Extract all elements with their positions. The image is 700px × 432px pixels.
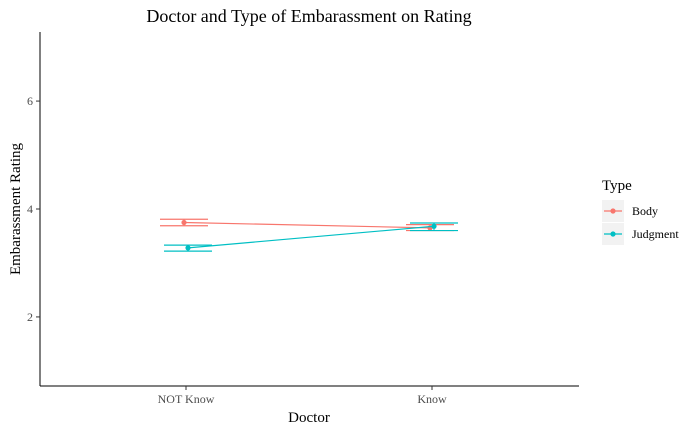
legend-label-judgment: Judgment	[632, 227, 679, 241]
legend-title: Type	[602, 178, 632, 194]
series-line-body	[183, 221, 431, 229]
x-tick-label: NOT Know	[158, 392, 215, 406]
legend-label-body: Body	[632, 204, 658, 218]
legend-key-point	[610, 231, 616, 237]
x-ticks: NOT Know Know	[158, 386, 447, 406]
y-tick-label: 4	[27, 202, 33, 216]
series-line-judgment	[187, 225, 435, 249]
data-point	[185, 245, 191, 251]
legend: Type Body Judgment	[602, 178, 679, 245]
data-point	[181, 219, 187, 226]
legend-key-point	[610, 208, 616, 214]
y-axis-title: Embarassment Rating	[8, 142, 24, 275]
y-ticks: 2 4 6	[27, 94, 40, 324]
plot-area	[160, 218, 458, 252]
y-tick-label: 6	[27, 94, 33, 108]
x-tick-label: Know	[417, 392, 447, 406]
y-tick-label: 2	[27, 310, 33, 324]
x-axis-title: Doctor	[288, 410, 330, 426]
data-point	[431, 223, 437, 229]
chart-title: Doctor and Type of Embarassment on Ratin…	[146, 6, 471, 26]
